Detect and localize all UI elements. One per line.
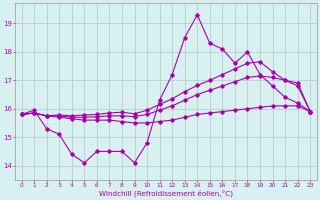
X-axis label: Windchill (Refroidissement éolien,°C): Windchill (Refroidissement éolien,°C) <box>99 189 233 197</box>
